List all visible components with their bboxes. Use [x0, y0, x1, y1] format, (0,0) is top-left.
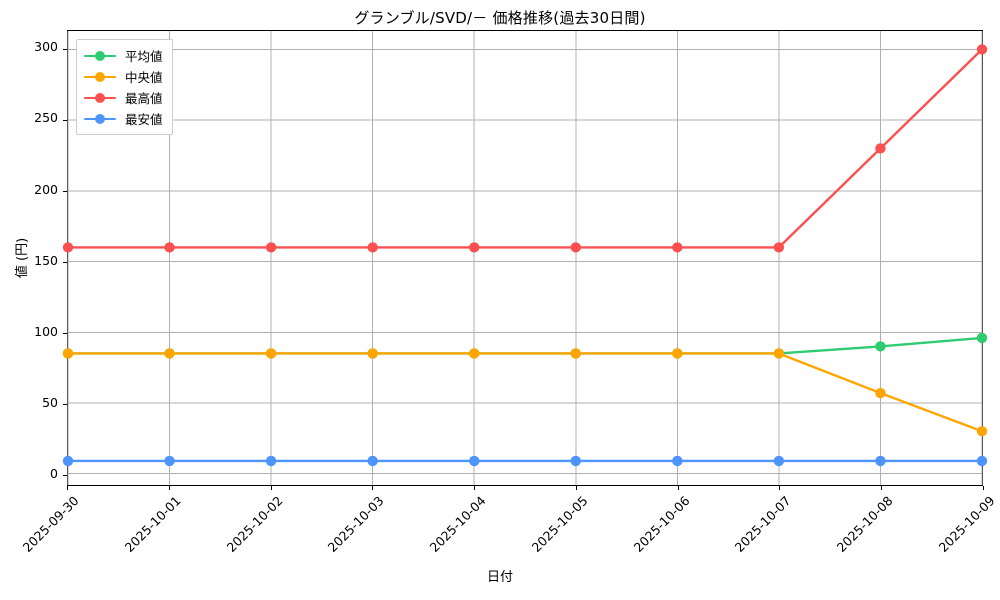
y-tick-mark: [63, 48, 67, 50]
y-tick-label: 0: [50, 465, 58, 481]
x-tick-mark: [881, 486, 883, 490]
x-tick-mark: [372, 486, 374, 490]
x-tick-mark: [983, 486, 984, 490]
x-tick-mark: [779, 486, 781, 490]
legend-label: 最高値: [125, 91, 163, 106]
x-tick-mark: [677, 486, 679, 490]
data-series-layer: [62, 44, 988, 467]
legend-label: 中央値: [125, 70, 163, 85]
series-0: [62, 332, 988, 359]
series-2: [62, 44, 988, 253]
y-tick-mark: [63, 332, 67, 334]
x-tick-label: 2025-10-06: [630, 493, 693, 555]
y-tick-label: 50: [42, 394, 58, 410]
legend-item[interactable]: 平均値: [84, 45, 163, 66]
legend-item[interactable]: 中央値: [84, 66, 163, 87]
legend-item[interactable]: 最高値: [84, 87, 163, 108]
x-axis-label: 日付: [486, 570, 513, 585]
legend-swatch-icon: [84, 71, 116, 83]
x-tick-mark: [270, 486, 272, 490]
y-tick-label: 150: [34, 252, 58, 268]
y-tick-mark: [63, 403, 67, 405]
x-tick-mark: [168, 486, 170, 490]
y-tick-mark: [63, 261, 67, 263]
legend-label: 最安値: [125, 112, 163, 127]
x-tick-label: 2025-10-03: [324, 493, 387, 555]
y-tick-label: 300: [34, 39, 58, 55]
x-tick-label: 2025-10-09: [935, 493, 998, 555]
y-tick-label: 200: [34, 181, 58, 197]
x-tick-mark: [575, 486, 577, 490]
legend-item[interactable]: 最安値: [84, 108, 163, 129]
legend-swatch-icon: [84, 50, 116, 62]
grid-lines: [67, 31, 983, 485]
x-tick-label: 2025-09-30: [19, 493, 82, 555]
legend-swatch-icon: [84, 92, 116, 104]
y-tick-mark: [63, 119, 67, 121]
y-tick-label: 250: [34, 110, 58, 126]
y-tick-label: 100: [34, 323, 58, 339]
y-tick-mark: [63, 474, 67, 476]
y-tick-mark: [63, 190, 67, 192]
x-tick-mark: [67, 486, 68, 490]
x-tick-mark: [474, 486, 476, 490]
chart-title: グランブル/SVD/－ 価格推移(過去30日間): [354, 9, 646, 27]
x-tick-label: 2025-10-05: [528, 493, 591, 555]
x-tick-label: 2025-10-01: [121, 493, 184, 555]
series-1: [62, 348, 988, 437]
x-tick-label: 2025-10-07: [732, 493, 795, 555]
x-tick-label: 2025-10-02: [223, 493, 286, 555]
plot-area: [62, 30, 988, 486]
chart-legend: 平均値中央値最高値最安値: [76, 39, 173, 135]
x-tick-label: 2025-10-04: [426, 493, 489, 555]
series-3: [62, 455, 988, 467]
x-tick-label: 2025-10-08: [833, 493, 896, 555]
legend-swatch-icon: [84, 113, 116, 125]
legend-label: 平均値: [125, 49, 163, 64]
